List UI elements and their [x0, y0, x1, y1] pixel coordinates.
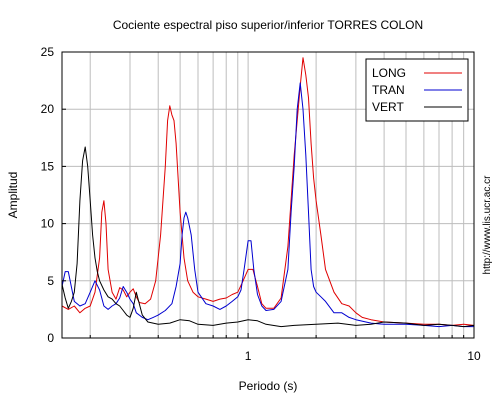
series-layer [61, 57, 475, 328]
series-line-vert [61, 146, 475, 328]
axis-ticks: 0 5 10 15 20 25 1 10 [41, 45, 481, 363]
x-tick-label: 10 [467, 349, 481, 363]
legend-label-vert: VERT [372, 100, 404, 114]
y-tick-label: 5 [47, 274, 54, 288]
legend: LONG TRAN VERT [365, 58, 469, 122]
legend-label-long: LONG [372, 66, 406, 80]
y-axis-label: Amplitud [6, 172, 20, 219]
series-line-tran [61, 82, 474, 328]
y-tick-label: 10 [41, 217, 55, 231]
y-tick-label: 0 [47, 331, 54, 345]
legend-label-tran: TRAN [372, 83, 405, 97]
y-tick-label: 20 [41, 102, 55, 116]
chart-title: Cociente espectral piso superior/inferio… [113, 18, 423, 32]
watermark-url: http://www.lis.ucr.ac.cr [482, 175, 493, 275]
x-axis-label: Periodo (s) [239, 379, 298, 393]
plot-frame [61, 51, 475, 339]
y-tick-label: 25 [41, 45, 55, 59]
x-tick-label: 1 [245, 349, 252, 363]
series-line-long [61, 57, 475, 326]
y-tick-label: 15 [41, 159, 55, 173]
